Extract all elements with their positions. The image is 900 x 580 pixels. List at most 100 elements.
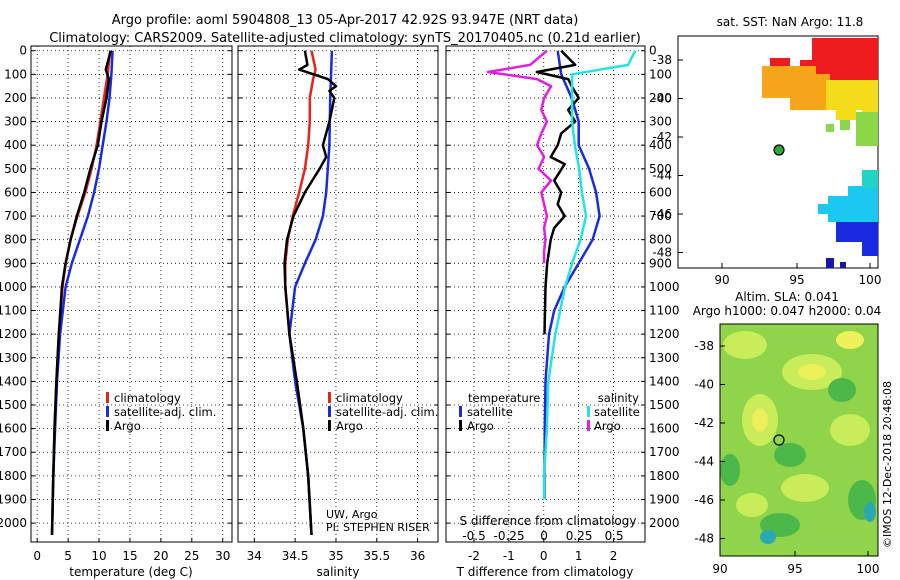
sst-lon-label: 100 (859, 273, 882, 287)
temperature-xlabel: temperature (deg C) (69, 565, 192, 579)
sst-blue-patch (836, 222, 878, 256)
sst-navy-patch (826, 258, 846, 268)
title-line1: Argo profile: aoml 5904808_13 05-Apr-201… (112, 13, 579, 28)
x-tick-label: 34 (247, 549, 262, 563)
x-tick-label: 30 (215, 549, 230, 563)
depth-tick-label: 1600 (0, 422, 27, 436)
x-tick-label: 1 (575, 549, 583, 563)
sst-lat-label: -42 (652, 130, 672, 144)
sla-map-title1: Altim. SLA: 0.041 (735, 290, 839, 304)
legend-argo: Argo (114, 419, 141, 433)
x-tick-label: 5 (64, 549, 72, 563)
depth-tick-label: 300 (4, 115, 27, 129)
legend-climatology: climatology (114, 391, 181, 405)
plot-frame (30, 45, 233, 543)
sst-lat-label: -46 (652, 207, 672, 221)
x-tick-label: 20 (153, 549, 168, 563)
depth-tick-label-right: 1700 (649, 445, 680, 459)
depth-tick-label: 1700 (0, 445, 27, 459)
plot-frame (445, 45, 646, 543)
legend-satellite: satellite-adj. clim. (114, 405, 216, 419)
diff-legend-sal-head: salinity (598, 391, 639, 405)
depth-tick-label-right: 700 (649, 209, 672, 223)
legend-marker-climatology (106, 392, 109, 403)
sla-lat-label: -42 (694, 416, 714, 430)
credit-line2: PI: STEPHEN RISER (326, 521, 430, 534)
sst-orange-patch (762, 66, 830, 110)
depth-tick-label: 1900 (0, 492, 27, 506)
depth-tick-label-right: 900 (649, 256, 672, 270)
diff-legend-temp-argo: Argo (467, 419, 494, 433)
sal-legend-marker-argo (328, 420, 331, 431)
diff-legend-sal-argo: Argo (594, 419, 621, 433)
sla-yellow-blobs (752, 331, 864, 432)
depth-tick-label-right: 600 (649, 185, 672, 199)
sst-lat-label: -48 (652, 246, 672, 260)
sst-map-title: sat. SST: NaN Argo: 11.8 (717, 15, 864, 29)
depth-tick-label-right: 1900 (649, 492, 680, 506)
depth-tick-label-right: 100 (649, 67, 672, 81)
x-tick-label: 10 (91, 549, 106, 563)
sst-cyan-patch (818, 186, 878, 222)
depth-tick-label-right: 800 (649, 233, 672, 247)
sst-teal-patch (862, 170, 878, 188)
depth-tick-label-right: 1100 (649, 304, 680, 318)
depth-tick-label-right: 2000 (649, 516, 680, 530)
sst-lon-label: 95 (789, 273, 804, 287)
depth-tick-label-right: 300 (649, 115, 672, 129)
series-temperature-argo (535, 49, 580, 335)
title-line2: Climatology: CARS2009. Satellite-adjuste… (49, 31, 641, 46)
sla-lat-label: -44 (694, 455, 714, 469)
diff-legend-marker-sal-sat (587, 406, 590, 417)
x-tick-label: 35.5 (363, 549, 390, 563)
sla-map-title2: Argo h1000: 0.047 h2000: 0.04 (693, 304, 882, 318)
depth-tick-label-right: 200 (649, 91, 672, 105)
diff-legend-temp-sat: satellite (467, 405, 513, 419)
s-tick-label: -0.5 (462, 529, 485, 543)
depth-tick-label: 500 (4, 162, 27, 176)
depth-tick-label-right: 1000 (649, 280, 680, 294)
s-tick-label: 0 (540, 529, 548, 543)
diff-legend-marker-temp-sat (459, 406, 462, 417)
difference-panel: 0100200300400500600700800900100011001200… (445, 44, 680, 563)
depth-tick-label: 200 (4, 91, 27, 105)
sla-lat-label: -38 (694, 339, 714, 353)
s-tick-label: 0.5 (605, 529, 624, 543)
sla-lat-label: -48 (694, 532, 714, 546)
series-salinity-satellite (542, 50, 637, 500)
sla-lon-label: 90 (712, 562, 727, 576)
diff-legend-marker-sal-argo (587, 420, 590, 431)
diff-xlabel2: S difference from climatology (460, 514, 637, 528)
depth-tick-label: 400 (4, 138, 27, 152)
sst-lat-label: -40 (652, 92, 672, 106)
depth-tick-label: 1300 (0, 351, 27, 365)
depth-tick-label-right: 1500 (649, 398, 680, 412)
plot-frame (237, 45, 439, 543)
depth-tick-label-right: 1800 (649, 469, 680, 483)
depth-tick-label: 700 (4, 209, 27, 223)
depth-tick-label: 1000 (0, 280, 27, 294)
series-argo (283, 50, 338, 535)
series-salinity-argo (486, 49, 553, 264)
depth-tick-label: 1100 (0, 304, 27, 318)
depth-tick-label-right: 0 (649, 44, 657, 58)
sal-legend-argo: Argo (336, 419, 363, 433)
sla-argo-location (773, 434, 785, 446)
sst-lat-label: -38 (652, 53, 672, 67)
depth-tick-label-right: 400 (649, 138, 672, 152)
diff-legend-marker-temp-argo (459, 420, 462, 431)
difference-legend: temperature satellite Argo salinity sate… (459, 391, 640, 433)
sal-legend-marker-climatology (328, 392, 331, 403)
sla-blue-spots (760, 502, 876, 544)
sst-lon-label: 90 (714, 273, 729, 287)
depth-tick-label: 1800 (0, 469, 27, 483)
depth-tick-label: 2000 (0, 516, 27, 530)
s-tick-label: 0.25 (566, 529, 593, 543)
sla-map (719, 323, 879, 557)
depth-tick-label-right: 500 (649, 162, 672, 176)
depth-tick-label: 900 (4, 256, 27, 270)
s-tick-label: -0.25 (494, 529, 525, 543)
sla-lon-label: 95 (787, 562, 802, 576)
x-tick-label: 15 (122, 549, 137, 563)
